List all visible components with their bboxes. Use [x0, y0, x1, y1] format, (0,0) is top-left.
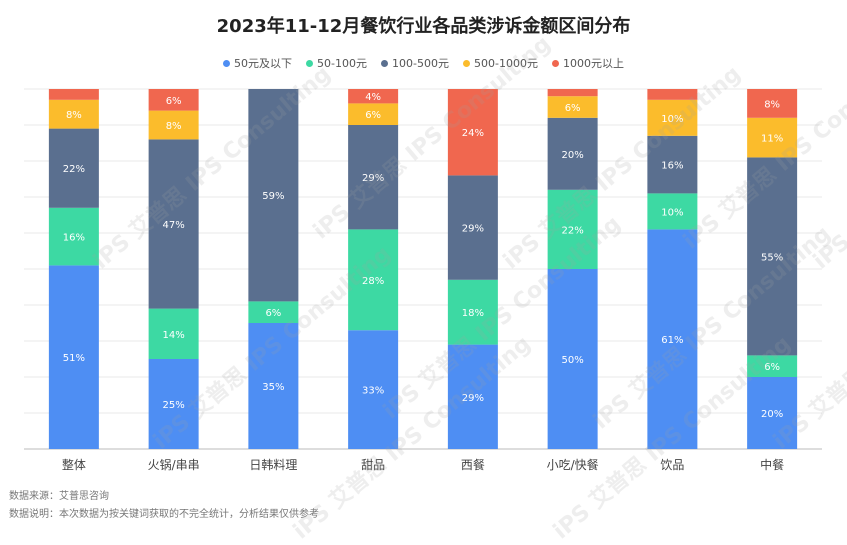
bar-segment[interactable]	[348, 103, 399, 125]
bar-value-label: 14%	[163, 330, 185, 341]
bar-value-label: 6%	[365, 110, 381, 121]
bar-segment[interactable]	[248, 323, 299, 449]
bar-value-label: 20%	[562, 150, 584, 161]
bar-value-label: 61%	[661, 335, 683, 346]
legend-label: 1000元以上	[562, 57, 624, 70]
bar-segment[interactable]	[547, 117, 598, 190]
stacked-bar-chart: 51% 16% 22% 8% 整体 25% 14% 47% 8% 6% 火锅/串串 35% 6% 59% 日…	[24, 88, 822, 472]
bar-segment[interactable]	[747, 157, 798, 356]
legend-swatch	[306, 59, 314, 67]
bar-value-label: 6%	[166, 96, 182, 107]
legend-label: 50元及以下	[234, 57, 293, 70]
bar-value-label: 6%	[265, 308, 281, 319]
bar-segment[interactable]	[348, 229, 399, 331]
bar-segment[interactable]	[348, 125, 399, 230]
bar-segment[interactable]	[547, 89, 598, 97]
bar-segment[interactable]	[747, 117, 798, 158]
chart-title: 2023年11-12月餐饮行业各品类涉诉金额区间分布	[216, 16, 631, 37]
bar-value-label: 16%	[63, 233, 85, 244]
x-tick-label: 小吃/快餐	[547, 457, 599, 472]
bar-segment[interactable]	[647, 99, 698, 136]
footer-note: 数据说明：本次数据为按关键词获取的不完全统计，分析结果仅供参考	[9, 509, 319, 520]
bar-segment[interactable]	[48, 89, 99, 100]
bar-segment[interactable]	[747, 377, 798, 449]
bar-value-label: 25%	[163, 400, 185, 411]
legend-label: 100-500元	[392, 57, 449, 70]
legend-item-2[interactable]: 100-500元	[381, 55, 449, 71]
x-tick-label: 西餐	[461, 457, 485, 472]
bar-segment[interactable]	[248, 89, 299, 302]
bar-value-label: 50%	[562, 355, 584, 366]
bar-segment[interactable]	[148, 89, 199, 111]
x-tick-label: 日韩料理	[249, 457, 297, 472]
bar-segment[interactable]	[48, 99, 99, 129]
bar-value-label: 8%	[166, 121, 182, 132]
bar-value-label: 22%	[562, 225, 584, 236]
bar-value-label: 29%	[462, 393, 484, 404]
bar-segment[interactable]	[447, 175, 498, 280]
bar-value-label: 29%	[462, 224, 484, 235]
bar-segment[interactable]	[647, 229, 698, 449]
bar-segment[interactable]	[148, 139, 199, 309]
legend-swatch	[223, 59, 231, 67]
bar-value-label: 35%	[262, 382, 284, 393]
bar-segment[interactable]	[48, 207, 99, 266]
bar-segment[interactable]	[747, 355, 798, 377]
bar-value-label: 59%	[262, 191, 284, 202]
legend-item-0[interactable]: 50元及以下	[223, 55, 292, 71]
footer-source: 数据来源：艾普思咨询	[9, 491, 109, 502]
bar-value-label: 51%	[63, 353, 85, 364]
x-tick-label: 整体	[62, 457, 86, 472]
legend-label: 50-100元	[317, 57, 368, 70]
bar-value-label: 22%	[63, 164, 85, 175]
legend-item-1[interactable]: 50-100元	[306, 55, 367, 71]
bar-value-label: 4%	[365, 92, 381, 103]
x-tick-label: 中餐	[760, 457, 784, 472]
bar-segment[interactable]	[148, 110, 199, 140]
bar-value-label: 16%	[661, 161, 683, 172]
bar-segment[interactable]	[447, 279, 498, 345]
bar-segment[interactable]	[148, 308, 199, 359]
bar-segment[interactable]	[447, 344, 498, 449]
bar-segment[interactable]	[248, 301, 299, 323]
x-tick-label: 火锅/串串	[148, 457, 200, 472]
bar-segment[interactable]	[547, 269, 598, 449]
bar-value-label: 33%	[362, 386, 384, 397]
bar-value-label: 8%	[764, 99, 780, 110]
bar-segment[interactable]	[547, 189, 598, 269]
bar-segment[interactable]	[348, 89, 399, 104]
bar-segment[interactable]	[447, 89, 498, 176]
bar-value-label: 24%	[462, 128, 484, 139]
bar-value-label: 55%	[761, 252, 783, 263]
bar-segment[interactable]	[348, 330, 399, 449]
bar-value-label: 6%	[565, 103, 581, 114]
legend-item-4[interactable]: 1000元以上	[551, 55, 624, 71]
bar-value-label: 11%	[761, 134, 783, 145]
bar-segment[interactable]	[647, 89, 698, 100]
legend-swatch	[462, 59, 470, 67]
x-tick-label: 饮品	[660, 458, 684, 472]
bar-segment[interactable]	[647, 193, 698, 230]
bar-value-label: 18%	[462, 308, 484, 319]
legend: 50元及以下 50-100元 100-500元 500-1000元 1000元以上	[0, 55, 847, 71]
bar-value-label: 28%	[362, 276, 384, 287]
bar-segment[interactable]	[547, 96, 598, 118]
bar-segment[interactable]	[747, 89, 798, 118]
bar-value-label: 47%	[163, 220, 185, 231]
bar-segment[interactable]	[148, 359, 199, 449]
legend-swatch	[551, 59, 559, 67]
bar-value-label: 29%	[362, 173, 384, 184]
legend-item-3[interactable]: 500-1000元	[462, 55, 538, 71]
bar-value-label: 10%	[661, 207, 683, 218]
bar-segment[interactable]	[48, 128, 99, 208]
legend-swatch	[381, 59, 389, 67]
bar-segment[interactable]	[647, 135, 698, 194]
bar-value-label: 8%	[66, 110, 82, 121]
bar-value-label: 10%	[661, 114, 683, 125]
bar-value-label: 20%	[761, 409, 783, 420]
x-tick-label: 甜品	[361, 458, 385, 472]
legend-label: 500-1000元	[473, 57, 538, 70]
bar-segment[interactable]	[48, 265, 99, 449]
bar-value-label: 6%	[764, 362, 780, 373]
